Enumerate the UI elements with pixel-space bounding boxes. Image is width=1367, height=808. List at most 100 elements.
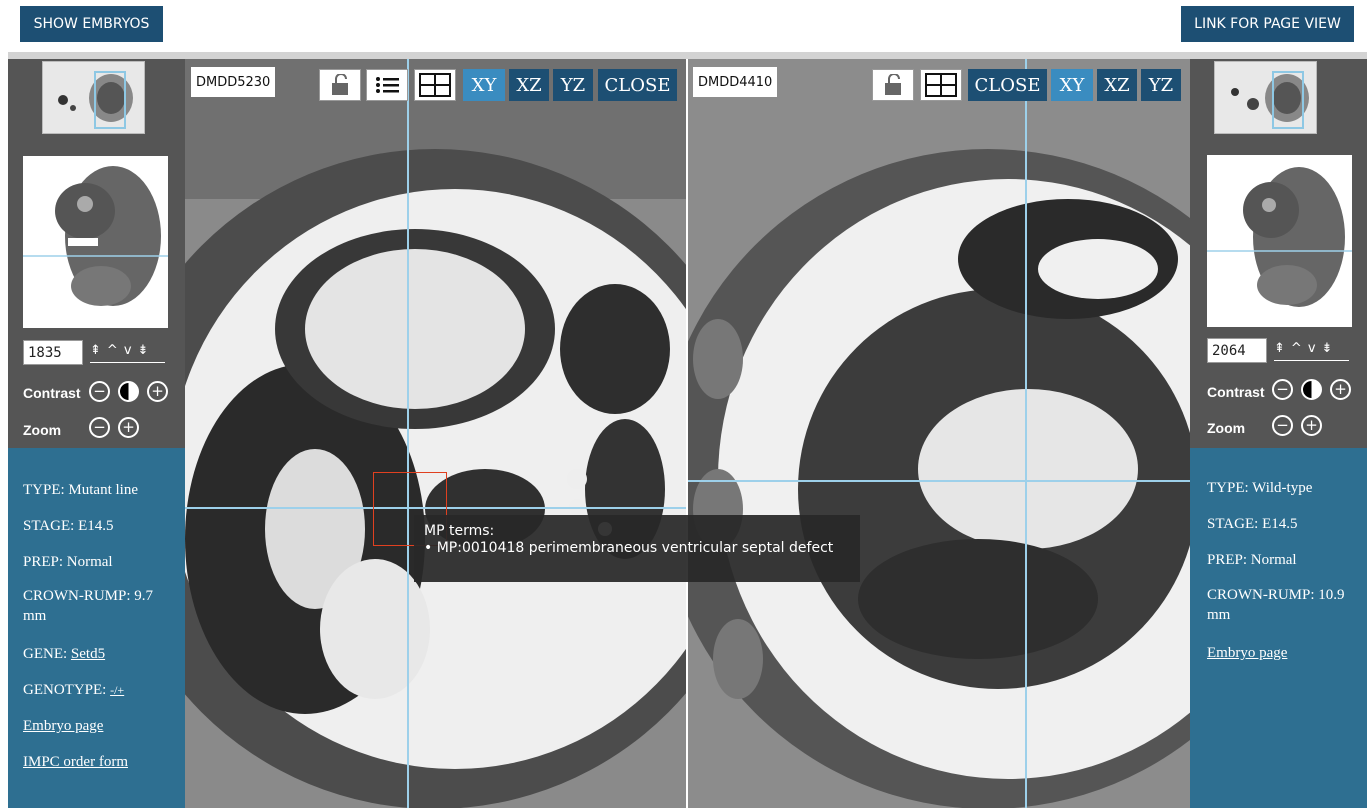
left-first-slice-icon[interactable]: ⇞ <box>90 343 101 358</box>
left-gene-row: GENE: Setd5 <box>23 644 173 664</box>
right-crosshair-vertical[interactable] <box>1025 59 1027 808</box>
left-section-image <box>185 59 686 808</box>
right-prep-label: PREP: <box>1207 552 1248 568</box>
left-up-slice-icon[interactable]: ^ <box>106 343 118 358</box>
right-yz-button[interactable]: YZ <box>1141 69 1181 101</box>
left-genotype-row: GENOTYPE: -/+ <box>23 680 173 700</box>
left-embryo-id-label: DMDD5230 <box>191 67 276 97</box>
right-type-value: Wild-type <box>1252 480 1313 496</box>
left-slice-arrows: ⇞ ^ v ⇟ <box>90 343 165 363</box>
left-stage-label: STAGE: <box>23 518 75 534</box>
top-bar: SHOW EMBRYOS LINK FOR PAGE VIEW <box>0 0 1367 52</box>
left-crosshair-horizontal[interactable] <box>185 507 686 509</box>
left-xy-button[interactable]: XY <box>463 69 505 101</box>
left-last-slice-icon[interactable]: ⇟ <box>137 343 149 358</box>
left-crosshair-vertical[interactable] <box>407 59 409 808</box>
left-down-slice-icon[interactable]: v <box>123 343 132 358</box>
right-zoom-out-icon[interactable]: − <box>1272 415 1293 436</box>
left-genotype-label: GENOTYPE: <box>23 682 107 698</box>
left-embryo-page-row: Embryo page <box>23 716 173 736</box>
right-stage-value: E14.5 <box>1262 516 1298 532</box>
left-crown-rump-label: CROWN-RUMP: <box>23 588 131 604</box>
left-roi-box[interactable] <box>373 472 447 546</box>
right-slice-number-input[interactable]: 2064 <box>1207 338 1267 363</box>
left-impc-order-link[interactable]: IMPC order form <box>23 754 128 770</box>
right-sagittal-thumbnail[interactable] <box>1207 155 1352 327</box>
left-stage-value: E14.5 <box>78 518 114 534</box>
right-overview-thumbnail[interactable] <box>1214 61 1317 134</box>
right-stage-row: STAGE: E14.5 <box>1207 514 1357 534</box>
right-contrast-decrease-icon[interactable]: − <box>1272 379 1293 400</box>
right-contrast-increase-icon[interactable]: + <box>1330 379 1351 400</box>
left-lock-icon[interactable] <box>319 69 361 101</box>
right-overview-image <box>1215 62 1316 133</box>
right-type-row: TYPE: Wild-type <box>1207 478 1357 498</box>
left-stage-row: STAGE: E14.5 <box>23 516 173 536</box>
right-crown-rump-row: CROWN-RUMP: 10.9 mm <box>1207 585 1347 625</box>
right-controls-panel: 2064 ⇞ ^ v ⇟ Contrast − + Zoom − + <box>1190 59 1367 448</box>
left-gene-label: GENE: <box>23 646 68 662</box>
left-contrast-increase-icon[interactable]: + <box>147 381 168 402</box>
left-zoom-in-icon[interactable]: + <box>118 417 139 438</box>
right-contrast-toggle-icon[interactable] <box>1301 379 1322 400</box>
right-type-label: TYPE: <box>1207 480 1249 496</box>
right-up-slice-icon[interactable]: ^ <box>1290 341 1302 356</box>
left-zoom-out-icon[interactable]: − <box>89 417 110 438</box>
left-close-button[interactable]: CLOSE <box>598 69 677 101</box>
right-stage-label: STAGE: <box>1207 516 1259 532</box>
right-crosshair-horizontal[interactable] <box>688 480 1190 482</box>
left-info-panel: TYPE: Mutant line STAGE: E14.5 PREP: Nor… <box>8 448 185 808</box>
right-section-image <box>688 59 1190 808</box>
mp-terms-title: MP terms: <box>424 523 495 539</box>
left-slice-number-input[interactable]: 1835 <box>23 340 83 365</box>
right-first-slice-icon[interactable]: ⇞ <box>1274 341 1285 356</box>
show-embryos-button[interactable]: SHOW EMBRYOS <box>20 6 163 42</box>
left-prep-value: Normal <box>66 554 113 570</box>
right-grid-icon[interactable] <box>920 69 962 101</box>
left-embryo-page-link[interactable]: Embryo page <box>23 718 104 734</box>
right-lock-icon[interactable] <box>872 69 914 101</box>
left-contrast-toggle-icon[interactable] <box>118 381 139 402</box>
left-grid-icon[interactable] <box>414 69 456 101</box>
left-type-label: TYPE: <box>23 482 65 498</box>
left-prep-label: PREP: <box>23 554 64 570</box>
right-last-slice-icon[interactable]: ⇟ <box>1321 341 1333 356</box>
right-xy-button[interactable]: XY <box>1051 69 1093 101</box>
left-prep-row: PREP: Normal <box>23 552 173 572</box>
left-crown-rump-value: 9.7 mm <box>23 588 154 624</box>
right-info-panel: TYPE: Wild-type STAGE: E14.5 PREP: Norma… <box>1190 448 1367 808</box>
mp-terms-tooltip: MP terms: • MP:0010418 perimembraneous v… <box>414 515 860 582</box>
left-gene-link[interactable]: Setd5 <box>70 646 106 662</box>
right-zoom-label: Zoom <box>1207 420 1246 436</box>
right-close-button[interactable]: CLOSE <box>968 69 1047 101</box>
left-genotype-link[interactable]: -/+ <box>110 683 125 697</box>
right-embryo-page-link[interactable]: Embryo page <box>1207 645 1288 661</box>
right-embryo-page-row: Embryo page <box>1207 643 1357 663</box>
left-list-icon[interactable] <box>366 69 408 101</box>
left-sidebar: 1835 ⇞ ^ v ⇟ Contrast − + Zoom − + TYPE:… <box>8 59 185 808</box>
right-contrast-label: Contrast <box>1207 384 1265 400</box>
right-crown-rump-label: CROWN-RUMP: <box>1207 587 1315 603</box>
left-sagittal-thumbnail[interactable] <box>23 156 168 328</box>
right-prep-value: Normal <box>1250 552 1297 568</box>
left-type-row: TYPE: Mutant line <box>23 480 173 500</box>
right-sidebar: 2064 ⇞ ^ v ⇟ Contrast − + Zoom − + TYPE:… <box>1190 59 1367 808</box>
left-yz-button[interactable]: YZ <box>553 69 593 101</box>
left-contrast-decrease-icon[interactable]: − <box>89 381 110 402</box>
mp-terms-item: • MP:0010418 perimembraneous ventricular… <box>424 540 834 556</box>
left-image-viewer[interactable]: DMDD5230 XY XZ YZ CLOSE <box>185 59 686 808</box>
right-embryo-id-label: DMDD4410 <box>693 67 778 97</box>
left-crown-rump-row: CROWN-RUMP: 9.7 mm <box>23 586 173 626</box>
right-image-viewer[interactable]: DMDD4410 CLOSE XY XZ YZ <box>688 59 1190 808</box>
left-controls-panel: 1835 ⇞ ^ v ⇟ Contrast − + Zoom − + <box>8 59 185 448</box>
left-zoom-label: Zoom <box>23 422 62 438</box>
left-contrast-label: Contrast <box>23 385 81 401</box>
left-overview-thumbnail[interactable] <box>42 61 145 134</box>
right-down-slice-icon[interactable]: v <box>1307 341 1316 356</box>
left-impc-order-row: IMPC order form <box>23 752 183 772</box>
right-xz-button[interactable]: XZ <box>1097 69 1137 101</box>
right-slice-arrows: ⇞ ^ v ⇟ <box>1274 341 1349 361</box>
left-xz-button[interactable]: XZ <box>509 69 549 101</box>
link-page-view-button[interactable]: LINK FOR PAGE VIEW <box>1181 6 1354 42</box>
right-zoom-in-icon[interactable]: + <box>1301 415 1322 436</box>
